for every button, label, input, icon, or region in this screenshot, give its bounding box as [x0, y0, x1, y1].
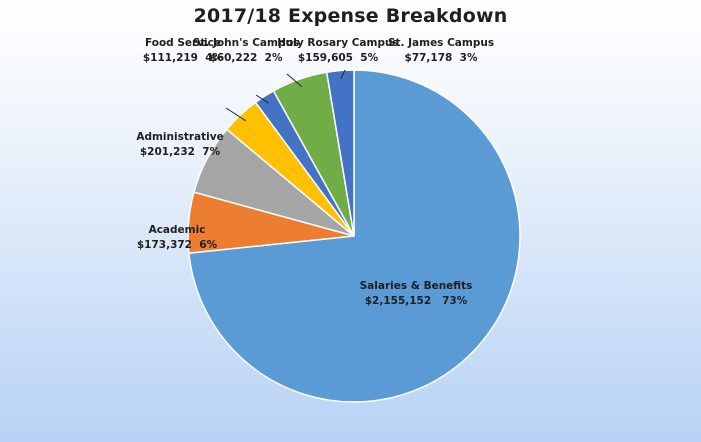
slice-value-st-john-s-campus: $60,222 2% [210, 52, 283, 64]
slice-label-salaries-benefits: Salaries & Benefits [360, 280, 473, 292]
leader-line-st-james-campus [340, 69, 346, 79]
slice-value-food-service: $111,219 4% [143, 52, 224, 64]
slice-label-food-service: Food Service [145, 37, 221, 49]
slice-value-administrative: $201,232 7% [140, 146, 221, 158]
slice-value-academic: $173,372 6% [137, 239, 218, 251]
slice-label-academic: Academic [149, 224, 206, 236]
leader-line-st-john-s-campus [255, 94, 269, 104]
slice-label-st-james-campus: St. James Campus [388, 37, 494, 49]
pie-slice-st-james-campus [325, 69, 355, 237]
slice-label-holy-rosary-campus: Holy Rosary Campus [277, 37, 398, 49]
leader-line-food-service [225, 107, 247, 122]
slice-label-st-john-s-campus: St. John's Campus [193, 37, 299, 49]
chart-title: 2017/18 Expense Breakdown [193, 5, 508, 27]
leader-line-holy-rosary-campus [286, 73, 303, 88]
slice-value-holy-rosary-campus: $159,605 5% [298, 52, 379, 64]
slice-value-st-james-campus: $77,178 3% [405, 52, 478, 64]
slice-value-salaries-benefits: $2,155,152 73% [365, 295, 468, 307]
slice-label-administrative: Administrative [136, 131, 223, 143]
